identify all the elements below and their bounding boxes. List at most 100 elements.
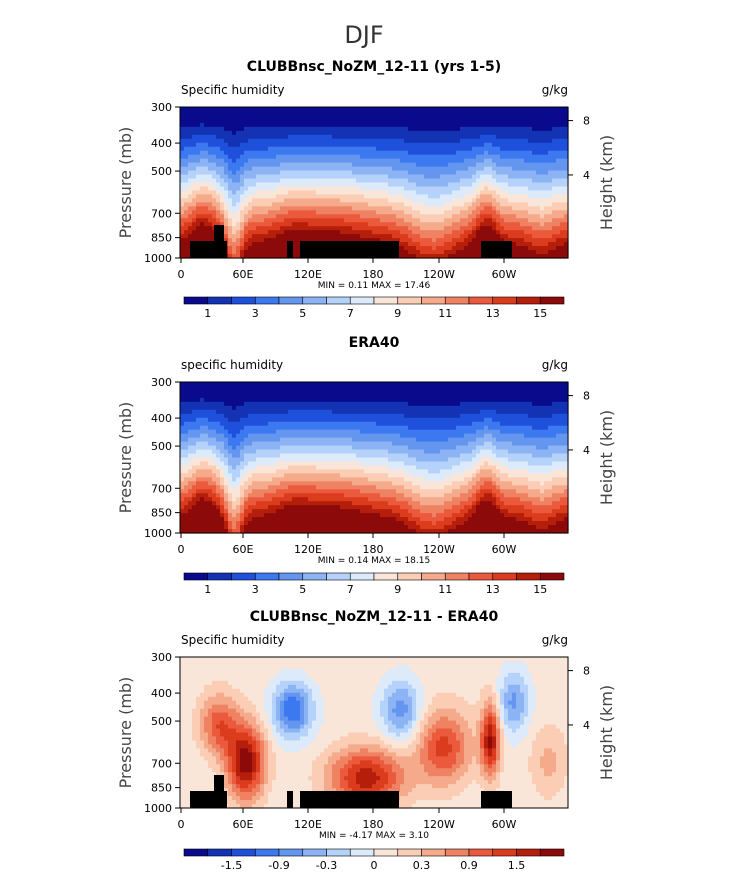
contour-cell: [304, 210, 309, 215]
contour-cell: [220, 190, 225, 196]
contour-cell: [380, 198, 385, 203]
contour-cell: [548, 150, 553, 156]
x-tick-label: 120W: [423, 268, 455, 281]
contour-cell: [496, 405, 501, 411]
contour-cell: [520, 150, 525, 156]
contour-cell: [272, 158, 277, 164]
contour-cell: [272, 122, 277, 128]
contour-cell: [484, 382, 489, 387]
contour-cell: [252, 126, 257, 132]
contour-cell: [472, 389, 477, 395]
contour-cell: [372, 142, 377, 148]
contour-cell: [516, 206, 521, 211]
contour-cell: [208, 238, 213, 243]
contour-cell: [452, 226, 457, 231]
contour-cell: [560, 174, 565, 180]
contour-cell: [208, 186, 213, 192]
contour-cell: [268, 409, 273, 415]
contour-cell: [484, 178, 489, 184]
contour-cell: [424, 246, 429, 251]
contour-cell: [488, 107, 493, 112]
contour-cell: [368, 190, 373, 196]
contour-cell: [476, 242, 481, 247]
contour-cell: [208, 134, 213, 140]
contour-cell: [228, 397, 233, 403]
contour-cell: [348, 202, 353, 207]
contour-cell: [344, 130, 349, 136]
contour-cell: [312, 222, 317, 227]
contour-cell: [512, 230, 517, 235]
contour-cell: [324, 146, 329, 152]
contour-cell: [492, 126, 497, 132]
contour-cell: [268, 186, 273, 192]
contour-cell: [392, 409, 397, 415]
contour-cell: [344, 126, 349, 132]
contour-cell: [196, 146, 201, 152]
contour-cell: [548, 393, 553, 399]
contour-cell: [520, 250, 525, 255]
contour-cell: [488, 385, 493, 391]
contour-cell: [260, 421, 265, 427]
contour-cell: [264, 150, 269, 156]
contour-cell: [308, 170, 313, 176]
contour-cell: [464, 218, 469, 223]
contour-cell: [488, 138, 493, 144]
contour-cell: [276, 401, 281, 407]
contour-cell: [188, 385, 193, 391]
contour-cell: [544, 198, 549, 203]
contour-cell: [244, 401, 249, 407]
contour-cell: [220, 178, 225, 184]
contour-cell: [320, 210, 325, 215]
contour-cell: [216, 206, 221, 211]
contour-cell: [324, 206, 329, 211]
contour-cell: [188, 413, 193, 419]
contour-cell: [372, 397, 377, 403]
contour-cell: [552, 122, 557, 128]
contour-cell: [284, 206, 289, 211]
contour-cell: [564, 421, 569, 427]
contour-cell: [420, 214, 425, 219]
contour-cell: [220, 409, 225, 415]
contour-cell: [192, 214, 197, 219]
contour-cell: [476, 405, 481, 411]
contour-cell: [220, 393, 225, 399]
contour-cell: [324, 397, 329, 403]
contour-cell: [408, 254, 413, 259]
contour-cell: [260, 238, 265, 243]
contour-cell: [432, 413, 437, 419]
contour-cell: [196, 170, 201, 176]
contour-cell: [260, 122, 265, 128]
contour-cell: [356, 166, 361, 172]
contour-cell: [408, 182, 413, 188]
contour-cell: [512, 166, 517, 172]
contour-cell: [244, 250, 249, 255]
contour-cell: [320, 150, 325, 156]
contour-cell: [284, 429, 289, 435]
contour-cell: [484, 389, 489, 395]
contour-cell: [268, 385, 273, 391]
contour-cell: [376, 222, 381, 227]
contour-cell: [276, 254, 281, 259]
contour-cell: [352, 146, 357, 152]
contour-cell: [196, 114, 201, 120]
contour-cell: [564, 417, 569, 423]
contour-cell: [288, 150, 293, 156]
contour-cell: [280, 170, 285, 176]
contour-cell: [472, 202, 477, 207]
contour-cell: [488, 226, 493, 231]
contour-cell: [396, 190, 401, 196]
contour-cell: [256, 170, 261, 176]
contour-cell: [288, 146, 293, 152]
contour-cell: [552, 222, 557, 227]
contour-cell: [556, 178, 561, 184]
contour-cell: [368, 174, 373, 180]
contour-cell: [300, 138, 305, 144]
contour-cell: [452, 186, 457, 192]
contour-cell: [332, 130, 337, 136]
contour-cell: [308, 186, 313, 192]
contour-cell: [340, 226, 345, 231]
contour-cell: [396, 234, 401, 239]
contour-cell: [424, 242, 429, 247]
contour-cell: [420, 246, 425, 251]
contour-cell: [428, 409, 433, 415]
